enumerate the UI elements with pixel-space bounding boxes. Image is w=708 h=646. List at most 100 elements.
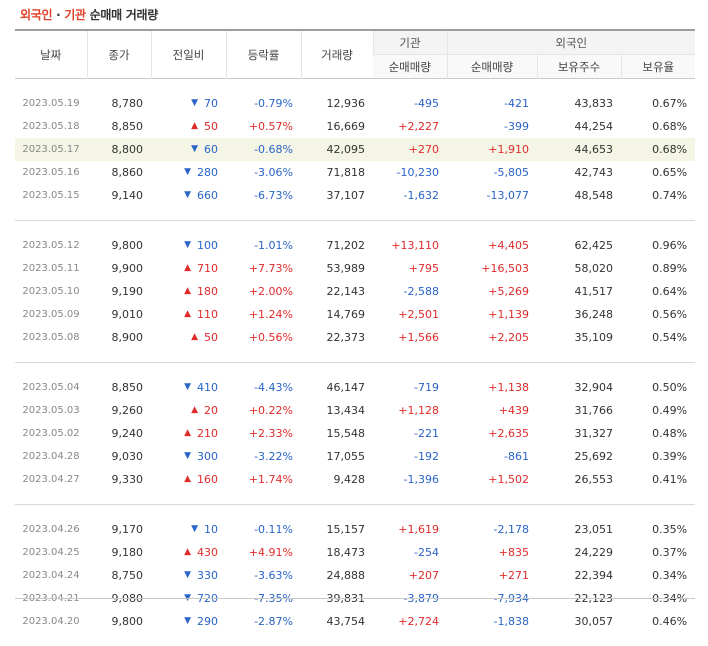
- foreign-rate-cell: 0.68%: [621, 115, 695, 138]
- diff-wrap: ▼60: [151, 143, 218, 156]
- diff-value: 710: [197, 262, 218, 275]
- rate-cell: +7.73%: [226, 257, 301, 280]
- date-cell: 2023.05.15: [15, 184, 87, 207]
- diff-wrap: ▲110: [151, 308, 218, 321]
- foreign-net-cell: +2,635: [447, 422, 537, 445]
- foreign-hold-cell: 36,248: [537, 303, 621, 326]
- arrow-up-icon: ▲: [184, 310, 191, 319]
- close-cell: 9,140: [87, 184, 151, 207]
- rate-cell: +0.56%: [226, 326, 301, 349]
- inst-net-cell: +1,128: [373, 399, 447, 422]
- foreign-hold-cell: 24,229: [537, 541, 621, 564]
- diff-wrap: ▲430: [151, 546, 218, 559]
- foreign-rate-cell: 0.50%: [621, 376, 695, 399]
- foreign-rate-cell: 0.48%: [621, 422, 695, 445]
- close-cell: 9,800: [87, 234, 151, 257]
- volume-cell: 18,473: [301, 541, 373, 564]
- diff-value: 50: [204, 120, 218, 133]
- date-cell: 2023.05.16: [15, 161, 87, 184]
- inst-net-cell: -10,230: [373, 161, 447, 184]
- volume-cell: 15,157: [301, 518, 373, 541]
- close-cell: 9,260: [87, 399, 151, 422]
- date-cell: 2023.05.02: [15, 422, 87, 445]
- volume-cell: 14,769: [301, 303, 373, 326]
- inst-net-cell: -192: [373, 445, 447, 468]
- diff-wrap: ▼70: [151, 97, 218, 110]
- close-cell: 8,860: [87, 161, 151, 184]
- rate-cell: -3.63%: [226, 564, 301, 587]
- diff-cell: ▲50: [151, 115, 226, 138]
- close-cell: 8,850: [87, 115, 151, 138]
- diff-wrap: ▼330: [151, 569, 218, 582]
- diff-cell: ▼300: [151, 445, 226, 468]
- inst-net-cell: -2,588: [373, 280, 447, 303]
- foreign-hold-cell: 58,020: [537, 257, 621, 280]
- close-cell: 9,800: [87, 610, 151, 633]
- rate-cell: +2.00%: [226, 280, 301, 303]
- group-spacer: [15, 491, 695, 505]
- group-spacer: [15, 207, 695, 221]
- group-spacer: [15, 505, 695, 519]
- inst-net-cell: +2,724: [373, 610, 447, 633]
- table-bottom-border: [15, 598, 695, 599]
- inst-net-cell: +1,619: [373, 518, 447, 541]
- date-cell: 2023.05.11: [15, 257, 87, 280]
- volume-cell: 13,434: [301, 399, 373, 422]
- diff-value: 160: [197, 473, 218, 486]
- volume-cell: 46,147: [301, 376, 373, 399]
- foreign-net-cell: -13,077: [447, 184, 537, 207]
- diff-value: 50: [204, 331, 218, 344]
- volume-cell: 12,936: [301, 92, 373, 115]
- diff-wrap: ▲210: [151, 427, 218, 440]
- foreign-rate-cell: 0.35%: [621, 518, 695, 541]
- arrow-down-icon: ▼: [184, 571, 191, 580]
- arrow-up-icon: ▲: [184, 287, 191, 296]
- col-header-rate: 등락률: [226, 30, 301, 79]
- foreign-hold-cell: 26,553: [537, 468, 621, 491]
- arrow-down-icon: ▼: [191, 525, 198, 534]
- arrow-down-icon: ▼: [184, 452, 191, 461]
- inst-net-cell: -1,396: [373, 468, 447, 491]
- spacer-cell: [15, 79, 695, 93]
- foreign-hold-cell: 43,833: [537, 92, 621, 115]
- diff-cell: ▼280: [151, 161, 226, 184]
- diff-cell: ▼ 10: [151, 518, 226, 541]
- foreign-rate-cell: 0.56%: [621, 303, 695, 326]
- diff-cell: ▲180: [151, 280, 226, 303]
- foreign-net-cell: +16,503: [447, 257, 537, 280]
- volume-cell: 16,669: [301, 115, 373, 138]
- diff-value: 20: [204, 404, 218, 417]
- group-spacer: [15, 363, 695, 377]
- diff-cell: ▼100: [151, 234, 226, 257]
- diff-value: 10: [204, 523, 218, 536]
- foreign-net-cell: +835: [447, 541, 537, 564]
- close-cell: 9,330: [87, 468, 151, 491]
- arrow-down-icon: ▼: [184, 168, 191, 177]
- rate-cell: -1.01%: [226, 234, 301, 257]
- diff-cell: ▲50: [151, 326, 226, 349]
- arrow-down-icon: ▼: [184, 617, 191, 626]
- inst-net-cell: -1,632: [373, 184, 447, 207]
- diff-wrap: ▼100: [151, 239, 218, 252]
- rate-cell: +1.74%: [226, 468, 301, 491]
- foreign-rate-cell: 0.89%: [621, 257, 695, 280]
- close-cell: 9,010: [87, 303, 151, 326]
- inst-net-cell: +207: [373, 564, 447, 587]
- spacer-cell: [15, 491, 695, 505]
- col-header-date: 날짜: [15, 30, 87, 79]
- diff-wrap: ▼ 10: [151, 523, 218, 536]
- rate-cell: +0.22%: [226, 399, 301, 422]
- diff-wrap: ▼300: [151, 450, 218, 463]
- volume-cell: 53,989: [301, 257, 373, 280]
- foreign-hold-cell: 44,653: [537, 138, 621, 161]
- spacer-cell: [15, 363, 695, 377]
- inst-net-cell: -719: [373, 376, 447, 399]
